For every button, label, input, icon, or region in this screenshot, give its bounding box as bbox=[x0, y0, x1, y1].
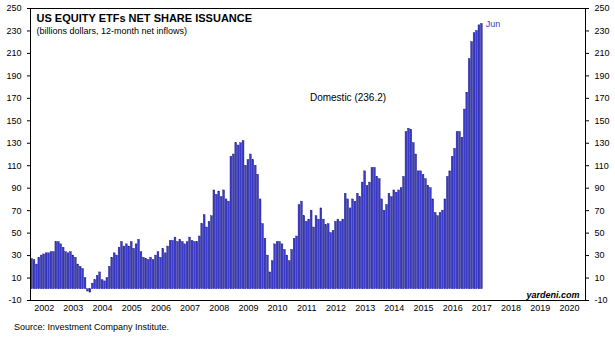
svg-text:250: 250 bbox=[6, 3, 21, 13]
svg-text:170: 170 bbox=[595, 93, 610, 103]
svg-text:210: 210 bbox=[6, 48, 21, 58]
svg-text:2018: 2018 bbox=[501, 303, 521, 313]
svg-text:2010: 2010 bbox=[268, 303, 288, 313]
svg-text:70: 70 bbox=[11, 206, 21, 216]
svg-text:2012: 2012 bbox=[326, 303, 346, 313]
svg-text:170: 170 bbox=[6, 93, 21, 103]
svg-text:2006: 2006 bbox=[151, 303, 171, 313]
svg-text:130: 130 bbox=[595, 138, 610, 148]
svg-text:2008: 2008 bbox=[209, 303, 229, 313]
svg-text:(billions dollars, 12-month ne: (billions dollars, 12-month net inflows) bbox=[37, 26, 188, 36]
svg-text:10: 10 bbox=[595, 273, 605, 283]
svg-text:2015: 2015 bbox=[413, 303, 433, 313]
svg-text:2017: 2017 bbox=[472, 303, 492, 313]
svg-text:150: 150 bbox=[595, 116, 610, 126]
svg-text:Jun: Jun bbox=[486, 19, 501, 29]
svg-text:130: 130 bbox=[6, 138, 21, 148]
svg-text:10: 10 bbox=[11, 273, 21, 283]
svg-text:90: 90 bbox=[595, 183, 605, 193]
svg-text:230: 230 bbox=[6, 26, 21, 36]
svg-text:2013: 2013 bbox=[355, 303, 375, 313]
svg-text:190: 190 bbox=[6, 71, 21, 81]
svg-text:-10: -10 bbox=[595, 295, 608, 305]
svg-text:30: 30 bbox=[595, 250, 605, 260]
svg-text:US EQUITY ETFs NET SHARE ISSUA: US EQUITY ETFs NET SHARE ISSUANCE bbox=[37, 12, 253, 24]
svg-text:110: 110 bbox=[7, 161, 21, 171]
svg-text:190: 190 bbox=[595, 71, 610, 81]
svg-text:-10: -10 bbox=[8, 295, 21, 305]
svg-text:50: 50 bbox=[11, 228, 21, 238]
svg-text:2003: 2003 bbox=[63, 303, 83, 313]
svg-text:Domestic (236.2): Domestic (236.2) bbox=[310, 92, 386, 103]
svg-text:230: 230 bbox=[595, 26, 610, 36]
svg-text:2009: 2009 bbox=[238, 303, 258, 313]
svg-text:2005: 2005 bbox=[122, 303, 142, 313]
svg-text:2002: 2002 bbox=[34, 303, 54, 313]
svg-text:2004: 2004 bbox=[93, 303, 113, 313]
svg-text:110: 110 bbox=[595, 161, 609, 171]
svg-text:250: 250 bbox=[595, 3, 610, 13]
svg-text:90: 90 bbox=[11, 183, 21, 193]
svg-text:50: 50 bbox=[595, 228, 605, 238]
svg-text:2007: 2007 bbox=[180, 303, 200, 313]
svg-text:2016: 2016 bbox=[443, 303, 463, 313]
svg-text:150: 150 bbox=[6, 116, 21, 126]
svg-text:yardeni.com: yardeni.com bbox=[525, 290, 579, 300]
svg-text:70: 70 bbox=[595, 206, 605, 216]
svg-text:2019: 2019 bbox=[530, 303, 550, 313]
html-text:Source: Investment Company Ins: Source: Investment Company Institute. bbox=[14, 322, 170, 332]
svg-text:210: 210 bbox=[595, 48, 610, 58]
svg-text:2011: 2011 bbox=[297, 303, 316, 313]
svg-text:30: 30 bbox=[11, 250, 21, 260]
svg-text:2014: 2014 bbox=[384, 303, 404, 313]
svg-text:2020: 2020 bbox=[559, 303, 579, 313]
